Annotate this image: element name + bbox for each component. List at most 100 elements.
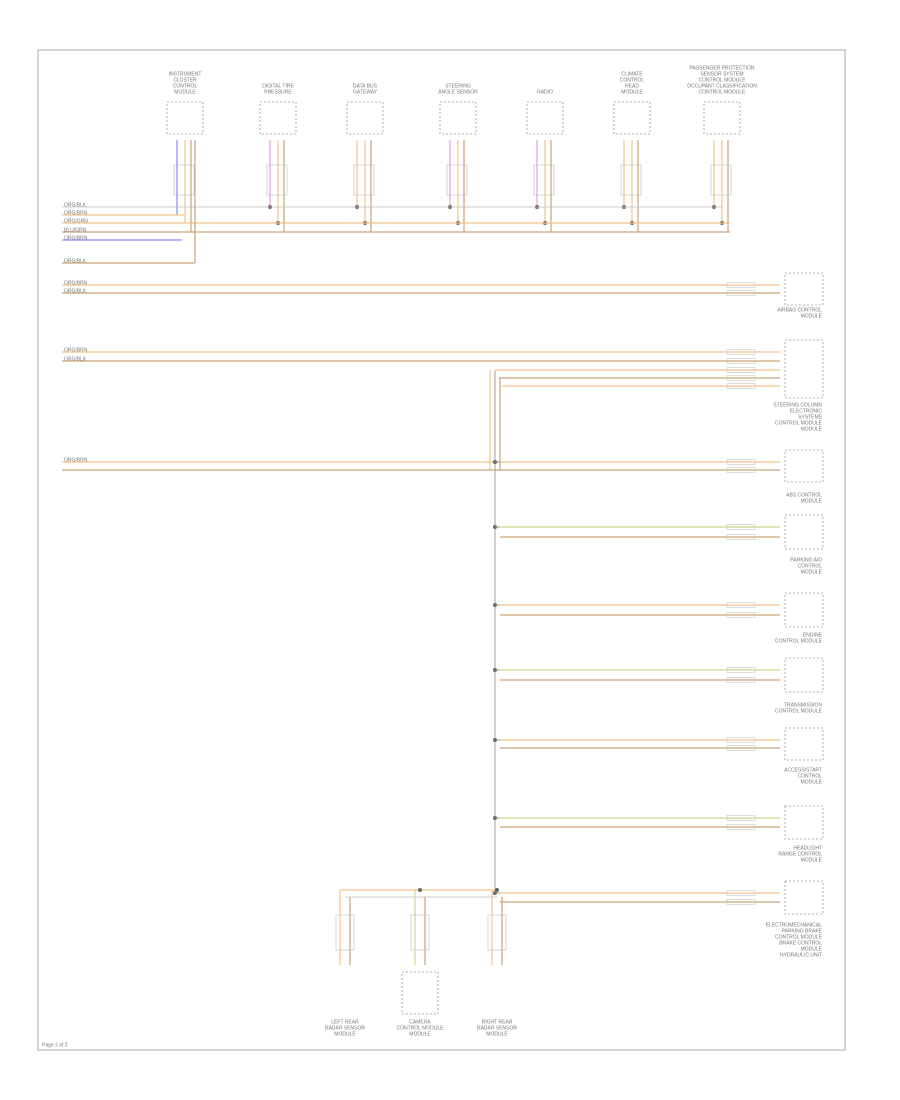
- component-label: MODULE: [801, 857, 823, 863]
- wire-label: ORG/BLK: [64, 258, 87, 264]
- connector: [726, 612, 756, 618]
- component-label: CLIMATE: [621, 71, 643, 77]
- component-label: CONTROL MODULE: [775, 934, 823, 940]
- connector: [726, 282, 756, 288]
- component-box: [259, 101, 297, 135]
- footer: Page 2 of 2: [42, 1042, 68, 1048]
- wire-label: ORG/BRN: [64, 210, 88, 216]
- component-label: ACCESS/START: [784, 767, 822, 773]
- component-label: CONTROL MODULE: [396, 1025, 444, 1031]
- component-label: PASSENGER PROTECTION: [690, 65, 755, 71]
- component-box: [346, 101, 384, 135]
- component-label: MODULE: [334, 1031, 356, 1037]
- component-label: RADAR SENSOR: [325, 1025, 365, 1031]
- component-label: RADIO: [537, 89, 553, 95]
- component-label: PARKING BRAKE: [782, 928, 823, 934]
- component-label: ENGINE: [803, 632, 823, 638]
- wire-label: ORG/BRN: [64, 457, 88, 463]
- component-label: GATEWAY: [353, 89, 378, 95]
- component-label: OCCUPANT CLASSIFICATION: [687, 83, 757, 89]
- wire-label: ORG/BLK: [64, 356, 87, 362]
- component-label: PRESSURE: [264, 89, 292, 95]
- component-label: BRAKE CONTROL: [779, 940, 822, 946]
- component-label: HEADLIGHT: [793, 845, 822, 851]
- component-box: [613, 101, 651, 135]
- component-box: [784, 449, 824, 483]
- component-box: [784, 727, 824, 761]
- component-label: MODULE: [174, 89, 196, 95]
- wire-label: ORG/BRN: [64, 347, 88, 353]
- component-label: CONTROL: [798, 773, 823, 779]
- wire-label: ORG/GRN: [64, 218, 88, 224]
- component-label: ANGLE SENSOR: [438, 89, 478, 95]
- connector: [726, 383, 756, 389]
- component-box: [166, 101, 204, 135]
- frame: [37, 49, 846, 1051]
- component-box: [401, 971, 439, 1015]
- component-label: ELECTRONIC: [790, 408, 823, 414]
- connector: [726, 375, 756, 381]
- connector: [726, 602, 756, 608]
- component-label: CONTROL: [173, 83, 198, 89]
- component-box: [784, 880, 824, 915]
- component-label: CLUSTER: [173, 77, 197, 83]
- component-label: MODULE: [621, 89, 643, 95]
- connector: [726, 737, 756, 743]
- component-label: MODULE: [486, 1031, 508, 1037]
- component-box: [784, 272, 824, 306]
- wire-label: ORG/BRN: [64, 280, 88, 286]
- component-box: [784, 592, 824, 628]
- connector: [726, 534, 756, 540]
- connector: [726, 677, 756, 683]
- component-label: CONTROL MODULE: [775, 638, 823, 644]
- component-label: STEERING: [445, 83, 471, 89]
- connector: [446, 164, 468, 196]
- connector: [726, 824, 756, 830]
- component-box: [784, 514, 824, 550]
- wire-label: ORG/BLK: [64, 202, 87, 208]
- component-label: HYDRAULIC UNIT: [780, 952, 822, 958]
- connector: [726, 290, 756, 296]
- splice: [495, 888, 499, 892]
- component-label: MODULE: [801, 426, 823, 432]
- component-label: CONTROL MODULE: [775, 420, 823, 426]
- connector: [726, 667, 756, 673]
- component-label: MODULE: [801, 946, 823, 952]
- component-label: CONTROL MODULE: [698, 77, 746, 83]
- component-label: CONTROL: [798, 563, 823, 569]
- component-label: MODULE: [801, 313, 823, 319]
- connector: [726, 467, 756, 473]
- connector: [726, 459, 756, 465]
- connector: [173, 164, 195, 196]
- component-label: SYSTEMS: [798, 414, 823, 420]
- connector: [266, 164, 288, 196]
- component-label: RIGHT REAR: [482, 1019, 513, 1025]
- connector: [726, 745, 756, 751]
- component-label: SENSOR SYSTEM: [700, 71, 743, 77]
- component-label: CAMERA: [409, 1019, 431, 1025]
- component-label: LEFT REAR: [331, 1019, 359, 1025]
- component-label: CONTROL MODULE: [775, 708, 823, 714]
- wire-label: BLU/GRN: [64, 227, 87, 233]
- connector: [726, 524, 756, 530]
- component-label: MODULE: [801, 779, 823, 785]
- component-label: DIGITAL TIRE: [262, 83, 294, 89]
- component-label: AIRBAG CONTROL: [777, 307, 822, 313]
- connector: [620, 164, 642, 196]
- connector: [353, 164, 375, 196]
- connector: [487, 914, 507, 951]
- component-box: [526, 101, 564, 135]
- component-box: [439, 101, 477, 135]
- connector: [410, 914, 430, 951]
- component-box: [784, 805, 824, 840]
- component-box: [703, 101, 741, 135]
- component-label: CONTROL MODULE: [698, 89, 746, 95]
- component-label: RANGE CONTROL: [778, 851, 822, 857]
- component-label: MODULE: [801, 569, 823, 575]
- component-label: CONTROL: [620, 77, 645, 83]
- connector: [726, 367, 756, 373]
- component-label: ELECTROMECHANICAL: [766, 922, 823, 928]
- connector: [726, 349, 756, 355]
- component-label: STEERING COLUMN: [773, 402, 822, 408]
